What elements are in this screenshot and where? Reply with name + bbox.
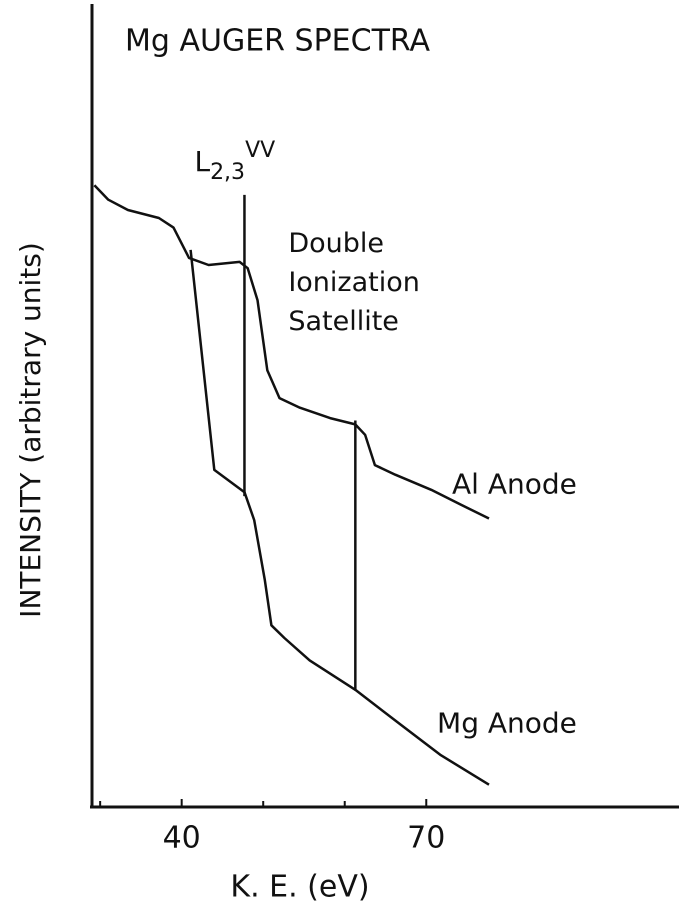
- x-axis-label: K. E. (eV): [230, 870, 369, 905]
- series-label: Al Anode: [452, 467, 577, 500]
- chart-title: Mg AUGER SPECTRA: [125, 24, 431, 59]
- series-label: Mg Anode: [437, 707, 577, 740]
- marker-label: Double: [288, 228, 384, 259]
- y-axis-label: INTENSITY (arbitrary units): [14, 242, 47, 618]
- marker-label-part: 2,3: [210, 160, 245, 185]
- marker-label-part: VV: [245, 138, 275, 163]
- series-line: [189, 249, 490, 786]
- series-line: [93, 184, 490, 520]
- x-tick-label: 40: [163, 821, 201, 856]
- marker-label-part: L: [194, 145, 210, 178]
- marker-label: L2,3VV: [194, 138, 275, 185]
- x-tick-label: 70: [407, 821, 445, 856]
- marker-label: Satellite: [288, 306, 399, 337]
- marker-label: Ionization: [288, 267, 420, 298]
